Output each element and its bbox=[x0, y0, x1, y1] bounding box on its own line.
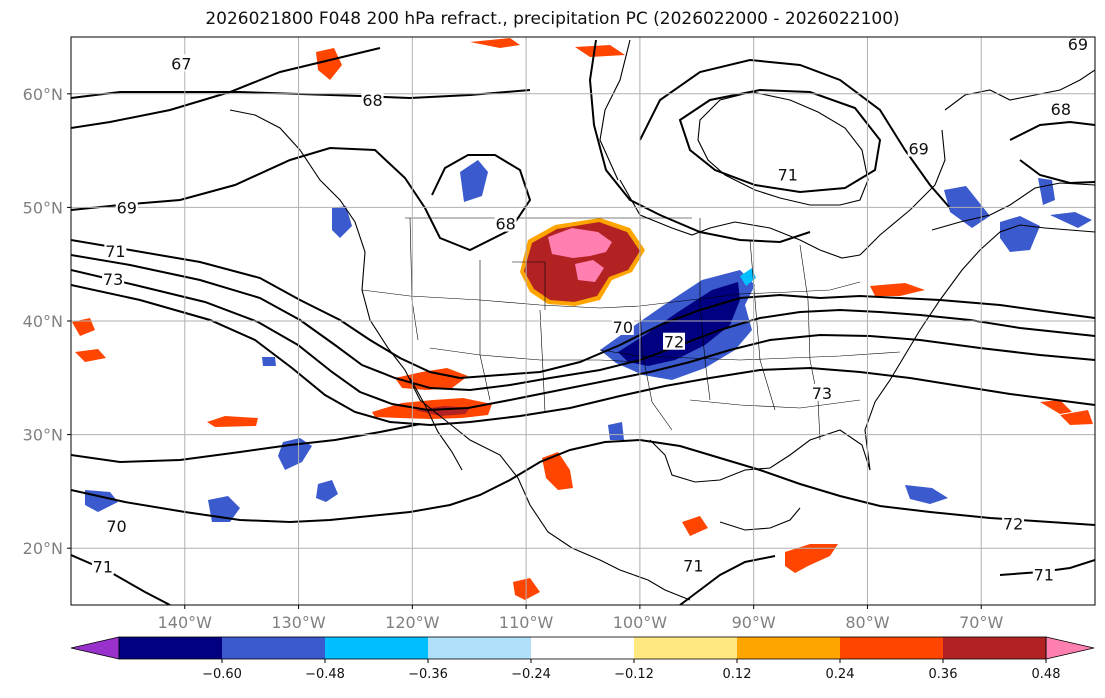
colorbar-swatch bbox=[840, 637, 944, 659]
contour-label: 68 bbox=[362, 91, 382, 110]
lon-tick-label: 80°W bbox=[845, 613, 889, 632]
contour-label-bg bbox=[104, 241, 127, 259]
contour-label-bg bbox=[115, 198, 138, 216]
contour-label-bg bbox=[1049, 99, 1072, 117]
contour-label: 69 bbox=[117, 199, 137, 218]
colorbar-tick-label: −0.36 bbox=[408, 667, 448, 682]
colorbar-tick-label: −0.60 bbox=[202, 667, 242, 682]
colorbar-swatch bbox=[325, 637, 429, 659]
contour-label: 67 bbox=[171, 54, 191, 73]
contour-label: 71 bbox=[1034, 566, 1054, 585]
colorbar-swatch bbox=[737, 637, 841, 659]
colorbar-swatch bbox=[634, 637, 738, 659]
colorbar-swatch bbox=[119, 637, 223, 659]
colorbar-swatch bbox=[943, 637, 1047, 659]
contour-label-bg bbox=[91, 557, 114, 575]
lat-tick-label: 40°N bbox=[23, 312, 63, 331]
contour-label: 72 bbox=[1003, 514, 1023, 533]
lon-tick-label: 120°W bbox=[385, 613, 440, 632]
colorbar-swatch bbox=[222, 637, 326, 659]
contour-label: 71 bbox=[778, 166, 798, 185]
colorbar-tick-label: −0.48 bbox=[305, 667, 345, 682]
colorbar-extend-max bbox=[1045, 636, 1095, 660]
gridlines bbox=[71, 37, 1095, 605]
contour-label-bg bbox=[1066, 37, 1089, 53]
contour-label-bg bbox=[1002, 514, 1025, 532]
contour-label-bg bbox=[907, 139, 930, 157]
colorbar-outline bbox=[118, 636, 1047, 660]
colorbar-tick-label: 0.36 bbox=[929, 667, 958, 682]
contour-label: 71 bbox=[683, 557, 703, 576]
contour-label-bg bbox=[170, 54, 193, 72]
lon-tick-label: 90°W bbox=[732, 613, 776, 632]
contour-label-bg bbox=[102, 270, 125, 288]
colorbar-tick-label: −0.12 bbox=[614, 667, 654, 682]
contour-label: 73 bbox=[812, 384, 832, 403]
contour-label-bg bbox=[776, 165, 799, 183]
contour-label: 71 bbox=[105, 242, 125, 261]
contour-label-bg bbox=[663, 332, 686, 350]
map-title: 2026021800 F048 200 hPa refract., precip… bbox=[205, 9, 900, 29]
longitude-axis: 140°W 130°W 120°W 110°W 100°W 90°W 80°W 70°W bbox=[158, 605, 1003, 632]
lon-tick-label: 100°W bbox=[613, 613, 668, 632]
latitude-axis: 20°N 30°N 40°N 50°N 60°N bbox=[23, 85, 71, 558]
contour-label: 68 bbox=[495, 215, 515, 234]
contour-label: 70 bbox=[106, 517, 126, 536]
colorbar-extend-min bbox=[70, 636, 120, 660]
contour-label: 71 bbox=[93, 558, 113, 577]
contour-label-bg bbox=[1032, 565, 1055, 583]
contour-label: 68 bbox=[1051, 100, 1071, 119]
precipitation-shading bbox=[72, 38, 1093, 600]
lon-tick-label: 110°W bbox=[499, 613, 554, 632]
colorbar-tick-label: 0.12 bbox=[723, 667, 752, 682]
colorbar-swatch bbox=[531, 637, 635, 659]
contour-label-bg bbox=[105, 516, 128, 534]
lon-tick-label: 140°W bbox=[158, 613, 213, 632]
lat-tick-label: 20°N bbox=[23, 539, 63, 558]
colorbar-tick-label: 0.48 bbox=[1032, 667, 1061, 682]
contour-label-bg bbox=[611, 317, 634, 335]
colorbar-swatch bbox=[428, 637, 532, 659]
contour-label: 70 bbox=[613, 318, 633, 337]
lat-tick-label: 30°N bbox=[23, 426, 63, 445]
contour-label: 69 bbox=[908, 140, 928, 159]
contour-label-bg bbox=[682, 556, 705, 574]
colorbar-tick-label: 0.24 bbox=[826, 667, 855, 682]
contour-labels: 67 68 69 71 73 68 70 72 71 69 68 69 73 70 71 71 72 71 bbox=[91, 35, 1089, 585]
contour-label: 72 bbox=[664, 333, 684, 352]
colorbar: −0.60 −0.48 −0.36 −0.24 −0.12 0.12 0.24 0.36 0.4… bbox=[70, 636, 1095, 682]
lat-tick-label: 60°N bbox=[23, 85, 63, 104]
colorbar-tick-label: −0.24 bbox=[511, 667, 551, 682]
contour-label: 73 bbox=[103, 270, 123, 289]
contour-label: 69 bbox=[1068, 35, 1088, 54]
lat-tick-label: 50°N bbox=[23, 198, 63, 217]
coastlines-and-borders bbox=[229, 39, 1095, 601]
lon-tick-label: 130°W bbox=[271, 613, 326, 632]
contour-label-bg bbox=[361, 90, 384, 108]
lon-tick-label: 70°W bbox=[959, 613, 1003, 632]
contour-label-bg bbox=[494, 214, 517, 232]
contour-label-bg bbox=[810, 383, 833, 401]
